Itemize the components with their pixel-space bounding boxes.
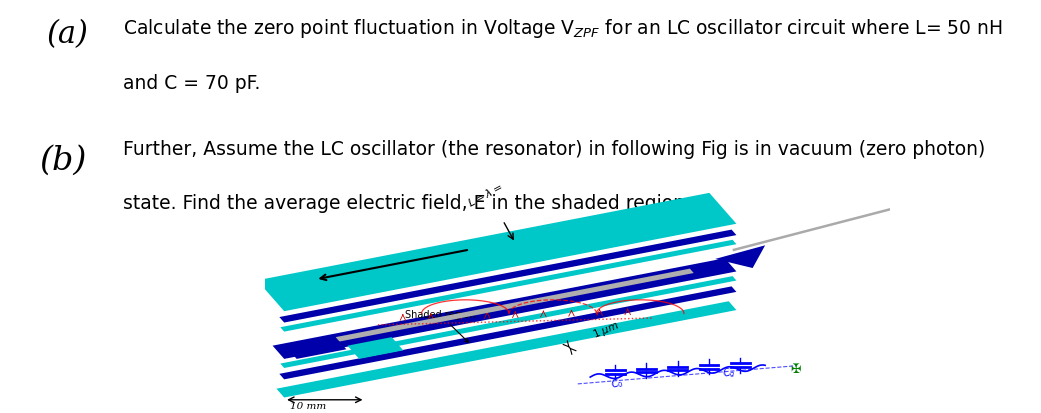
Text: and C = 70 pF.: and C = 70 pF. xyxy=(123,74,260,93)
Polygon shape xyxy=(280,276,736,368)
Text: Further, Assume the LC oscillator (the resonator) in following Fig is in vacuum : Further, Assume the LC oscillator (the r… xyxy=(123,140,985,159)
Text: $L=\lambda=$: $L=\lambda=$ xyxy=(465,180,505,209)
Text: state. Find the average electric field, E in the shaded region: state. Find the average electric field, … xyxy=(123,194,685,213)
Polygon shape xyxy=(277,301,736,397)
Polygon shape xyxy=(293,268,693,350)
Polygon shape xyxy=(280,240,736,332)
Text: 10 mm: 10 mm xyxy=(290,402,327,411)
Polygon shape xyxy=(348,337,403,359)
Polygon shape xyxy=(273,258,736,359)
Text: $C_g$: $C_g$ xyxy=(721,365,737,382)
Text: (b): (b) xyxy=(40,145,87,176)
Text: (a): (a) xyxy=(47,19,88,50)
Text: Shaded region: Shaded region xyxy=(405,310,476,342)
Text: $1\ \mu m$: $1\ \mu m$ xyxy=(590,319,621,342)
Polygon shape xyxy=(257,193,736,311)
Polygon shape xyxy=(279,230,736,323)
Text: $\maltese$: $\maltese$ xyxy=(790,361,802,375)
Polygon shape xyxy=(279,286,736,379)
Polygon shape xyxy=(285,336,347,359)
Text: $C_0$: $C_0$ xyxy=(609,375,625,392)
Polygon shape xyxy=(715,245,765,268)
Text: Calculate the zero point fluctuation in Voltage V$_{ZPF}$ for an LC oscillator c: Calculate the zero point fluctuation in … xyxy=(123,17,1002,40)
